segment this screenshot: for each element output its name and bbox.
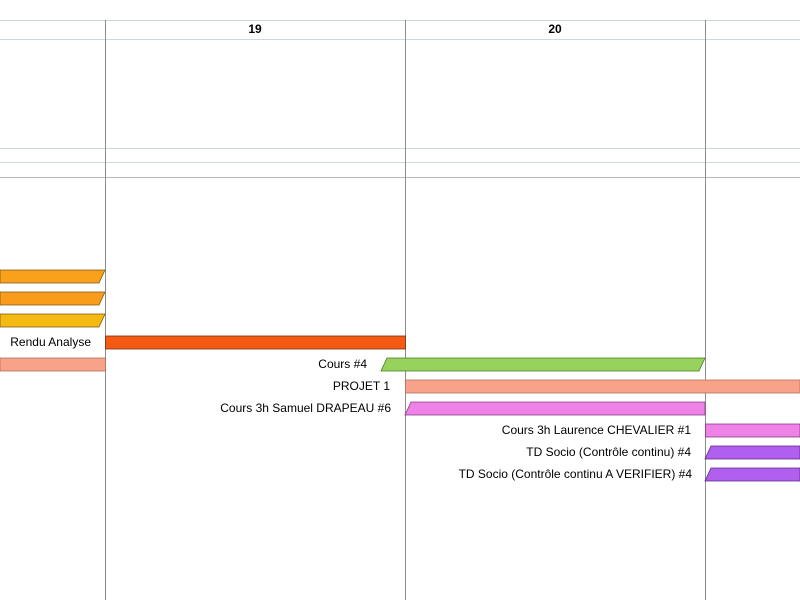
header-top-border (0, 20, 800, 21)
task-label-td-socio: TD Socio (Contrôle continu) #4 (526, 445, 691, 459)
day-divider (705, 20, 706, 600)
task-bar-9[interactable] (704, 445, 800, 460)
task-bar-2[interactable] (0, 313, 106, 328)
task-bar-7[interactable] (404, 401, 706, 416)
task-bar-6[interactable] (405, 379, 800, 394)
day-divider (405, 20, 406, 600)
band-line (0, 177, 800, 178)
task-bar-3[interactable] (105, 335, 406, 350)
header-bottom-border (0, 39, 800, 40)
task-label-rendu-analyse: Rendu Analyse (10, 335, 91, 349)
task-bar-5[interactable] (380, 357, 706, 372)
task-label-cours-chevalier: Cours 3h Laurence CHEVALIER #1 (501, 423, 691, 437)
band-line (0, 162, 800, 163)
day-header-19[interactable]: 19 (248, 22, 262, 36)
band-line (0, 148, 800, 149)
task-label-cours-4: Cours #4 (318, 357, 367, 371)
task-label-cours-drapeau: Cours 3h Samuel DRAPEAU #6 (220, 401, 391, 415)
task-bar-0[interactable] (0, 269, 106, 284)
task-bar-4[interactable] (0, 357, 106, 372)
day-divider (105, 20, 106, 600)
task-bar-10[interactable] (704, 467, 800, 482)
task-bar-8[interactable] (705, 423, 800, 438)
task-bar-1[interactable] (0, 291, 106, 306)
task-label-td-socio-verifier: TD Socio (Contrôle continu A VERIFIER) #… (458, 467, 692, 481)
task-label-projet-1: PROJET 1 (332, 379, 390, 393)
day-header-20[interactable]: 20 (548, 22, 562, 36)
